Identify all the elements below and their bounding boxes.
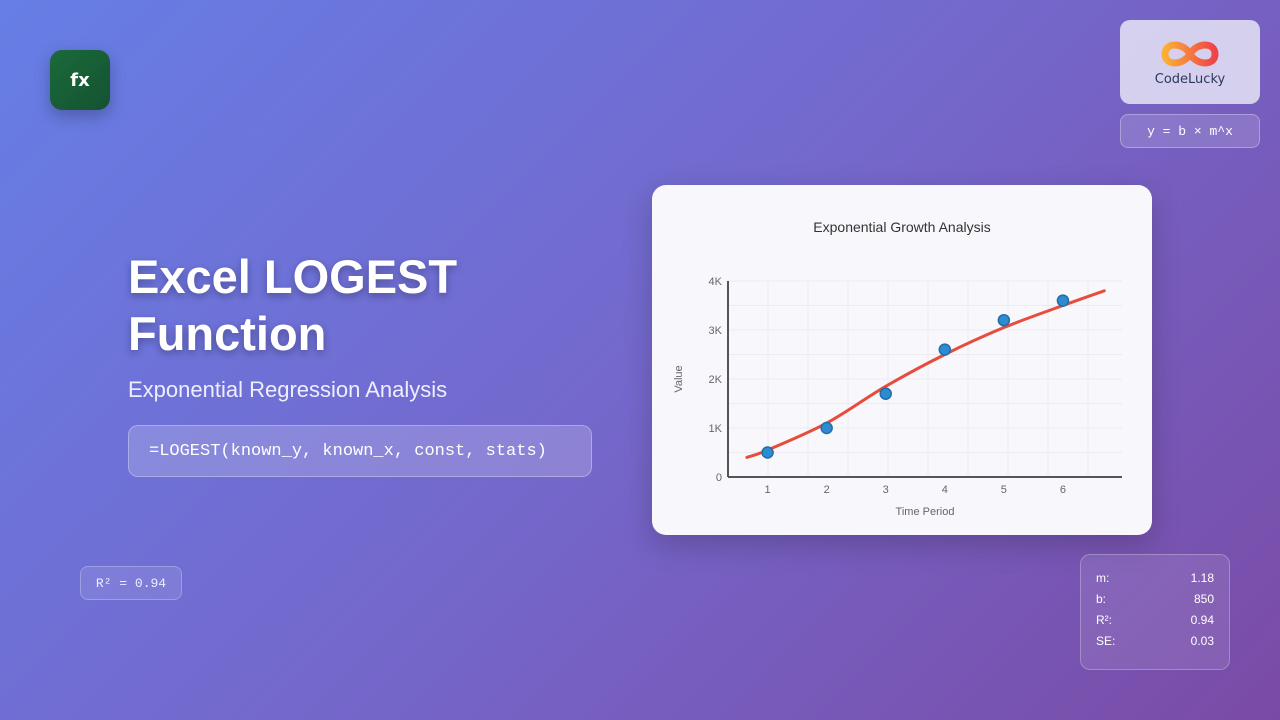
x-tick-label: 2	[824, 484, 830, 496]
title-line-2: Function	[128, 307, 327, 360]
stat-label: R²:	[1096, 613, 1112, 627]
page-title: Excel LOGEST Function	[128, 248, 457, 362]
data-point	[820, 421, 833, 435]
infinity-logo-icon	[1161, 41, 1219, 66]
stat-row-se: SE: 0.03	[1096, 634, 1214, 655]
x-tick-label: 4	[942, 484, 948, 496]
stat-row-b: b: 850	[1096, 592, 1214, 613]
scatter-chart: Exponential Growth Analysis 0 1K 2K 3K 4K 1 2 3 4…	[673, 219, 1122, 518]
fx-icon: fx	[70, 69, 90, 91]
x-tick-label: 3	[883, 484, 889, 496]
data-point	[879, 387, 892, 400]
r-squared-badge: R² = 0.94	[80, 566, 182, 600]
y-tick-label: 1K	[709, 423, 723, 435]
x-tick-label: 6	[1060, 484, 1066, 496]
equation-badge: y = b × m^x	[1120, 114, 1260, 148]
excel-fx-badge: fx	[50, 50, 110, 110]
x-tick-label: 5	[1001, 484, 1007, 496]
y-tick-label: 2K	[709, 374, 723, 386]
formula-box: =LOGEST(known_y, known_x, const, stats)	[128, 425, 592, 477]
stat-value: 1.18	[1190, 571, 1214, 585]
y-tick-label: 3K	[709, 325, 723, 337]
data-point	[1056, 294, 1070, 307]
stat-value: 850	[1193, 592, 1214, 606]
x-axis-label: Time Period	[896, 506, 955, 518]
data-point	[997, 313, 1011, 327]
stat-value: 0.03	[1190, 634, 1214, 648]
y-axis-label: Value	[673, 365, 685, 392]
trend-line	[745, 289, 1106, 459]
stat-label: m:	[1096, 571, 1110, 585]
data-point	[761, 446, 774, 459]
chart-card: Exponential Growth Analysis 0 1K 2K 3K 4K 1 2 3 4…	[652, 185, 1152, 535]
title-line-1: Excel LOGEST	[128, 250, 458, 303]
stat-label: b:	[1096, 592, 1107, 606]
stat-value: 0.94	[1190, 613, 1214, 627]
subtitle: Exponential Regression Analysis	[128, 377, 448, 402]
data-point	[938, 343, 952, 356]
stats-panel: m: 1.18 b: 850 R²: 0.94 SE: 0.03	[1080, 554, 1230, 670]
stat-row-r2: R²: 0.94	[1096, 613, 1214, 634]
chart-title: Exponential Growth Analysis	[813, 219, 990, 235]
x-tick-label: 1	[765, 484, 771, 496]
stat-row-m: m: 1.18	[1096, 571, 1214, 592]
y-tick-label: 0	[716, 472, 722, 484]
stat-label: SE:	[1096, 634, 1116, 648]
codelucky-logo: CodeLucky	[1120, 20, 1260, 104]
logo-text: CodeLucky	[1154, 71, 1226, 87]
y-tick-label: 4K	[709, 276, 723, 288]
